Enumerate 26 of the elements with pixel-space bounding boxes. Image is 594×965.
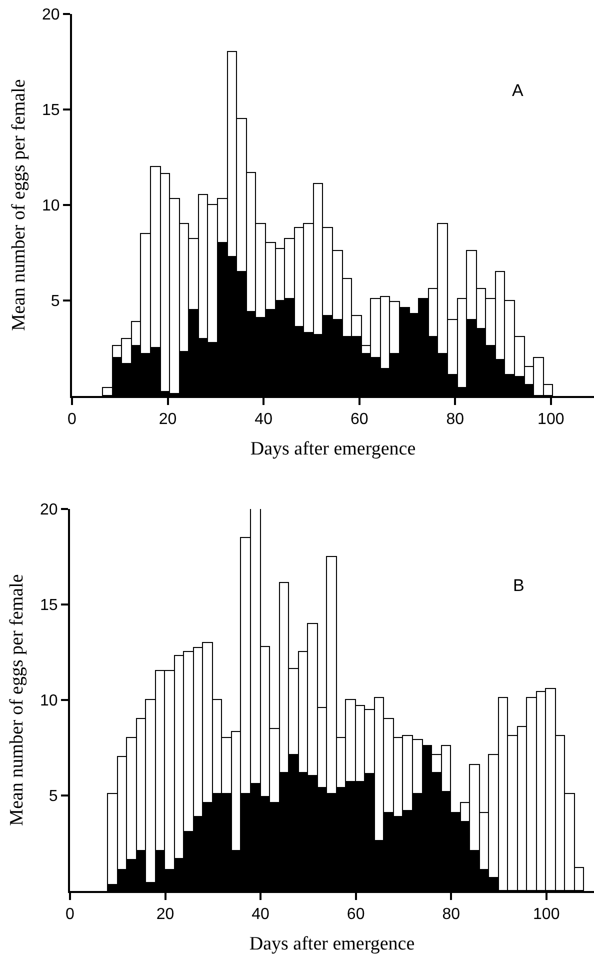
x-tick-label: 40 — [252, 906, 270, 924]
y-tick-label: 15 — [42, 102, 60, 120]
x-tick-label: 40 — [254, 411, 273, 428]
x-axis-title: Days after emergence — [250, 438, 416, 460]
annotation: A — [512, 81, 524, 100]
y-tick-label: 10 — [40, 692, 58, 710]
x-tick-label: 0 — [68, 411, 77, 428]
y-tick-label: 15 — [40, 597, 58, 614]
y-axis-title: Mean number of eggs per female — [6, 574, 28, 826]
x-tick-label: 60 — [346, 906, 365, 924]
x-tick-label: 80 — [442, 906, 460, 924]
y-tick-label: 20 — [42, 6, 60, 24]
x-tick-label: 20 — [158, 411, 177, 428]
x-tick-label: 60 — [350, 411, 368, 428]
x-tick-label: 100 — [538, 411, 564, 428]
y-axis-title: Mean number of eggs per female — [8, 79, 30, 331]
annotation: B — [513, 576, 524, 595]
x-tick-label: 100 — [533, 906, 560, 924]
x-tick-label: 80 — [446, 411, 464, 428]
y-tick-label: 20 — [40, 502, 58, 519]
y-tick-label: 5 — [48, 788, 58, 806]
x-tick-label: 0 — [66, 906, 75, 924]
x-tick-label: 20 — [156, 906, 174, 924]
x-axis-title: Days after emergence — [249, 934, 415, 954]
y-tick-label: 10 — [42, 198, 60, 215]
y-tick-label: 5 — [50, 293, 60, 310]
